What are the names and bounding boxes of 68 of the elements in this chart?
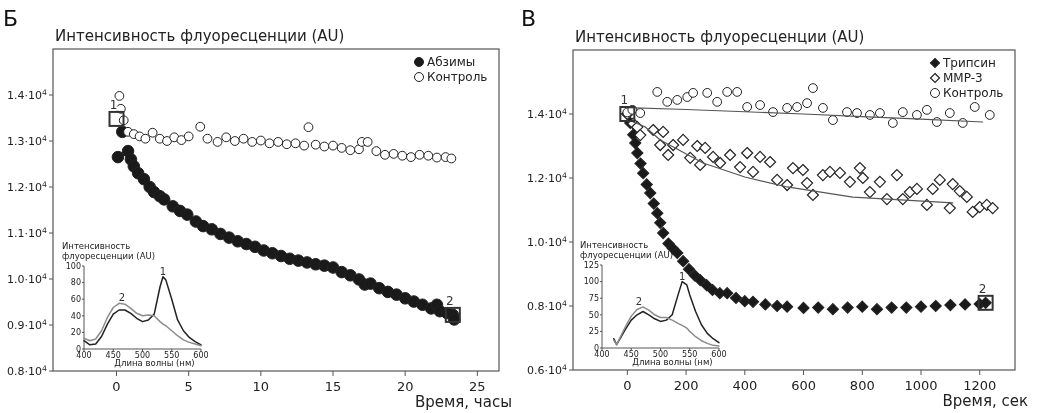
legend-label: Трипсин	[942, 56, 996, 70]
legend-label: Контроль	[943, 86, 1004, 100]
y-tick-label: 60	[70, 295, 81, 304]
y-axis-title: Интенсивность флуоресценции (AU)	[62, 241, 156, 261]
x-tick-label: 500	[134, 351, 151, 360]
y-tick-label: 1.1·10$^{4}$	[7, 225, 48, 240]
y-tick-label: 0.8·10$^{4}$	[527, 298, 568, 313]
x-tick-label: 450	[623, 350, 639, 359]
x-tick-label: 200	[673, 378, 699, 393]
y-tick-label: 50	[588, 310, 599, 320]
x-tick-label: 15	[324, 379, 342, 394]
y-tick-label: 100	[65, 261, 81, 271]
x-tick-label: 550	[164, 351, 180, 360]
x-tick-label: 400	[594, 350, 610, 359]
y-tick-label: 80	[70, 278, 81, 288]
y-tick-label: 1.4·10$^{4}$	[7, 87, 48, 102]
x-tick-label: 5	[184, 379, 193, 394]
annotation: 1	[620, 93, 629, 107]
y-tick-label: 40	[70, 311, 81, 321]
annotation: 2	[635, 295, 643, 307]
y-tick-label: 0.6·10$^{4}$	[527, 362, 568, 377]
legend-label: Абзимы	[427, 55, 476, 69]
y-tick-label: 125	[583, 260, 599, 270]
y-tick-label: 1.4·10$^{4}$	[527, 106, 568, 121]
x-axis-title: Время, часы	[414, 393, 512, 411]
y-tick-label: 1.3·10$^{4}$	[7, 133, 48, 148]
x-tick-label: 400	[76, 351, 92, 360]
y-tick-label: 0.9·10$^{4}$	[7, 317, 48, 332]
y-axis-title: Интенсивность флуоресценции (AU)	[575, 28, 865, 46]
x-axis-title: Длина волны (нм)	[632, 357, 713, 367]
legend-label: MMP-3	[943, 71, 983, 85]
x-tick-label: 20	[396, 379, 414, 394]
y-tick-label: 0.8·10$^{4}$	[7, 363, 48, 378]
y-tick-label: 1.2·10$^{4}$	[527, 170, 568, 185]
x-tick-label: 1000	[904, 378, 938, 393]
y-tick-label: 100	[583, 277, 599, 287]
annotation: 2	[445, 293, 454, 308]
annotation: 1	[159, 265, 167, 277]
x-axis-title: Длина волны (нм)	[114, 358, 195, 368]
annotation: 1	[109, 97, 118, 112]
x-tick-label: 400	[732, 378, 758, 393]
x-tick-label: 0	[112, 379, 121, 394]
annotation: 1	[678, 270, 686, 282]
x-tick-label: 450	[105, 351, 121, 360]
y-tick-label: 25	[588, 327, 599, 337]
y-tick-label: 1.0·10$^{4}$	[7, 271, 48, 286]
x-tick-label: 1200	[963, 378, 997, 393]
chart-title: Б	[3, 6, 19, 31]
x-tick-label: 550	[682, 350, 698, 359]
chart-title: В	[521, 6, 537, 31]
y-tick-label: 1.2·10$^{4}$	[7, 179, 48, 194]
x-tick-label: 600	[791, 378, 816, 393]
y-axis-title: Интенсивность флуоресценции (AU)	[580, 240, 674, 260]
y-tick-label: 1.0·10$^{4}$	[527, 234, 568, 249]
x-tick-label: 0	[623, 378, 632, 393]
y-tick-label: 75	[588, 294, 599, 303]
y-tick-label: 20	[70, 328, 81, 338]
x-axis-title: Время, сек	[942, 392, 1028, 410]
x-tick-label: 500	[652, 350, 669, 359]
annotation: 2	[118, 292, 126, 304]
x-tick-label: 800	[849, 378, 875, 393]
x-tick-label: 600	[711, 350, 727, 359]
legend-label: Контроль	[427, 70, 488, 84]
x-tick-label: 600	[193, 351, 209, 360]
x-tick-label: 10	[252, 379, 270, 394]
annotation: 2	[978, 281, 987, 296]
x-tick-label: 25	[469, 379, 486, 394]
y-axis-title: Интенсивность флуоресценции (AU)	[55, 27, 345, 45]
